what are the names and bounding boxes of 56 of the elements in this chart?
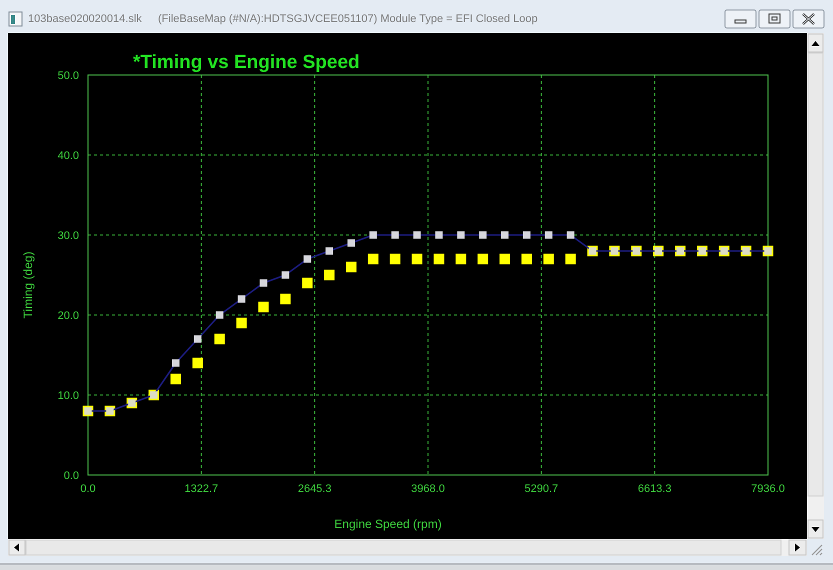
point: [368, 254, 378, 264]
point: [214, 334, 225, 344]
y-axis-title: Timing (deg): [21, 252, 35, 318]
point: [478, 254, 488, 264]
y-tick-label: 30.0: [58, 230, 79, 242]
y-tick-label: 10.0: [58, 390, 79, 402]
point: [192, 358, 203, 368]
y-tick-label: 50.0: [58, 70, 79, 82]
point: [521, 254, 532, 264]
point: [216, 311, 224, 319]
x-tick-label: 0.0: [80, 483, 96, 495]
x-tick-label: 7936.0: [751, 483, 785, 495]
point: [304, 255, 312, 263]
point: [238, 295, 246, 303]
point: [369, 231, 377, 239]
point: [391, 231, 399, 239]
point: [194, 335, 202, 343]
point: [412, 254, 422, 264]
chart-title: *Timing vs Engine Speed: [133, 52, 360, 73]
point: [326, 247, 334, 255]
point: [236, 318, 247, 328]
point: [324, 270, 335, 280]
point: [522, 231, 530, 239]
point: [544, 231, 552, 239]
point: [282, 271, 290, 279]
point: [347, 239, 355, 247]
x-tick-label: 2645.3: [298, 483, 332, 495]
x-tick-label: 3968.0: [411, 483, 445, 495]
point: [390, 254, 400, 264]
point: [302, 278, 313, 288]
point: [435, 231, 443, 239]
point: [566, 231, 574, 239]
point: [258, 302, 269, 312]
text: 103base020020014.slk: [28, 13, 142, 25]
point: [501, 231, 509, 239]
y-tick-label: 40.0: [58, 150, 79, 162]
point: [479, 231, 487, 239]
x-axis-title: Engine Speed (rpm): [334, 517, 442, 531]
point: [170, 374, 181, 384]
y-tick-label: 0.0: [64, 470, 79, 482]
point: [280, 294, 291, 304]
x-tick-label: 6613.3: [638, 483, 672, 495]
x-tick-label: 5290.7: [524, 483, 558, 495]
point: [500, 254, 510, 264]
point: [413, 231, 421, 239]
point: [456, 254, 466, 264]
point: [346, 262, 356, 272]
point: [565, 254, 576, 264]
point: [172, 359, 180, 367]
point: [543, 254, 554, 264]
point: [457, 231, 465, 239]
text: (FileBaseMap (#N/A):HDTSGJVCEE051107) Module Type = EFI Closed Loop: [158, 13, 538, 25]
point: [260, 279, 268, 287]
y-tick-label: 20.0: [58, 310, 79, 322]
point: [434, 254, 444, 264]
x-tick-label: 1322.7: [184, 483, 218, 495]
